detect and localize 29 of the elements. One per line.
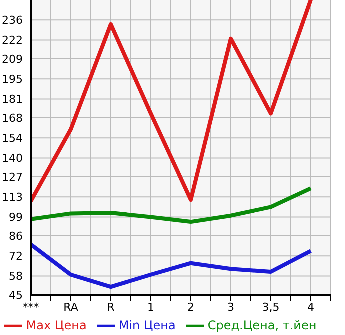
y-tick-label: 154 xyxy=(2,132,23,146)
y-tick-label: 113 xyxy=(2,191,23,204)
x-tick-label: 2 xyxy=(188,300,194,314)
x-tick-label: 3,5 xyxy=(262,300,280,314)
x-tick-label: 4 xyxy=(308,300,314,314)
x-tick-label: 3 xyxy=(228,300,234,314)
line-series xyxy=(31,186,313,224)
legend-label: Сред.Цена, т.йен xyxy=(208,318,317,332)
legend-label: Max Цена xyxy=(26,318,87,332)
x-tick-label: *** xyxy=(22,300,40,314)
y-tick-label: 86 xyxy=(9,230,23,243)
y-tick-label: 72 xyxy=(9,250,23,264)
y-tick-label: 222 xyxy=(2,34,23,48)
y-tick-label: 181 xyxy=(2,93,23,106)
y-tick-label: 99 xyxy=(9,211,23,224)
y-tick-label: 127 xyxy=(2,170,23,184)
x-tick-label: R xyxy=(107,300,116,314)
y-tick-label: 140 xyxy=(2,152,23,166)
x-tick-label: RA xyxy=(64,300,79,314)
y-tick-label: 195 xyxy=(2,73,23,86)
legend-label: Min Цена xyxy=(118,318,176,332)
y-tick-label: 58 xyxy=(9,270,23,284)
line-series xyxy=(31,242,313,290)
x-tick-label: 1 xyxy=(148,300,154,314)
y-tick-label: 45 xyxy=(9,288,23,302)
y-tick-label: 209 xyxy=(2,52,23,66)
y-tick-label: 168 xyxy=(2,112,23,125)
y-tick-label: 236 xyxy=(2,14,23,28)
line-series xyxy=(31,0,313,204)
